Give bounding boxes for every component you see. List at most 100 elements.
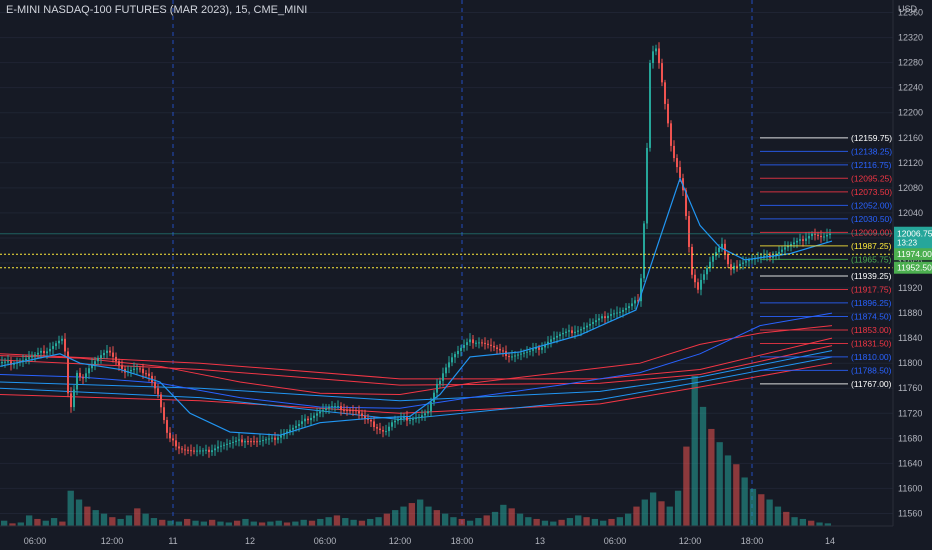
volume-bar [125,515,133,526]
candle-body [172,438,174,441]
volume-bar [616,517,623,526]
candle-body [328,406,330,409]
candle-body [679,167,681,179]
volume-bar [633,506,640,526]
volume-bar [350,519,357,526]
x-tick-label: 12:00 [389,536,412,546]
candle-body [559,334,561,336]
volume-bar [300,519,307,526]
level-label: (11987.25) [851,241,892,251]
candle-body [175,440,177,447]
candle-body [802,239,804,241]
candle-body [253,441,255,443]
candle-body [196,450,198,452]
candle-body [730,264,732,270]
candle-body [274,437,276,440]
volume-bar [383,513,391,526]
candle-body [487,343,489,345]
volume-bar [192,520,199,526]
candle-body [475,342,477,344]
candle-body [298,423,300,427]
candle-body [721,243,723,248]
candle-body [820,235,822,238]
candle-body [343,410,345,412]
candle-body [244,441,246,443]
candle-body [268,438,270,440]
volume-bar [1,520,8,526]
candle-body [538,347,540,350]
candle-body [535,347,537,350]
level-label: (11896.25) [851,298,892,308]
volume-bar [475,518,482,526]
x-tick-label: 18:00 [451,536,474,546]
candle-body [112,352,114,357]
candle-body [34,354,36,356]
volume-bar [342,518,349,526]
volume-bar [683,446,690,526]
candle-body [406,417,408,421]
volume-bar [92,510,99,526]
volume-bar [134,508,141,526]
volume-bar [109,517,116,526]
y-tick-label: 12080 [898,183,923,193]
volume-bar [317,518,324,526]
candle-body [226,443,228,445]
level-label: (11939.25) [851,271,892,281]
candle-body [814,233,816,235]
candle-body [604,316,606,319]
y-tick-label: 12360 [898,8,923,18]
candle-body [313,415,315,418]
volume-bar [308,520,316,526]
volume-bar [566,518,574,526]
candle-body [364,415,366,419]
volume-bar [583,517,590,526]
volume-bar [400,506,407,526]
moving-average-fast [0,176,833,436]
candle-body [808,236,810,239]
candle-body [139,368,141,370]
candle-body [331,406,333,408]
price-axis[interactable] [893,0,932,550]
candle-body [601,316,603,319]
volume-bar [75,499,83,526]
last-price-value: 12006.75 [897,229,932,239]
volume-bar [17,522,24,526]
y-tick-label: 12120 [898,158,923,168]
volume-bar [292,521,299,526]
candle-body [466,342,468,346]
candle-body [46,351,48,354]
y-tick-label: 11760 [898,383,922,393]
candle-body [664,82,666,104]
band-line-red [0,362,833,414]
candle-body [271,437,273,439]
volume-bar [558,519,565,526]
volume-bar [50,518,58,526]
candle-body [451,357,453,363]
x-tick-label: 12:00 [679,536,702,546]
volume-bar [749,488,757,526]
candle-body [91,364,93,369]
volume-bar [100,513,108,526]
level-label: (12052.00) [851,200,892,210]
candle-body [550,339,552,342]
volume-bar [258,522,266,526]
candle-body [727,254,729,265]
y-tick-label: 12200 [898,108,923,118]
volume-bar [84,506,91,526]
volume-bar [525,517,532,526]
volume-bar [375,517,382,526]
candle-body [667,103,669,124]
candle-body [148,373,150,376]
candle-body [202,450,204,452]
candle-body [385,431,387,433]
candle-body [376,427,378,429]
candle-body [787,245,789,248]
y-tick-label: 11560 [898,508,922,518]
candle-body [418,416,420,418]
candle-body [496,347,498,349]
y-tick-label: 11600 [898,483,922,493]
level-label: (12116.75) [851,160,892,170]
candle-body [709,261,711,269]
